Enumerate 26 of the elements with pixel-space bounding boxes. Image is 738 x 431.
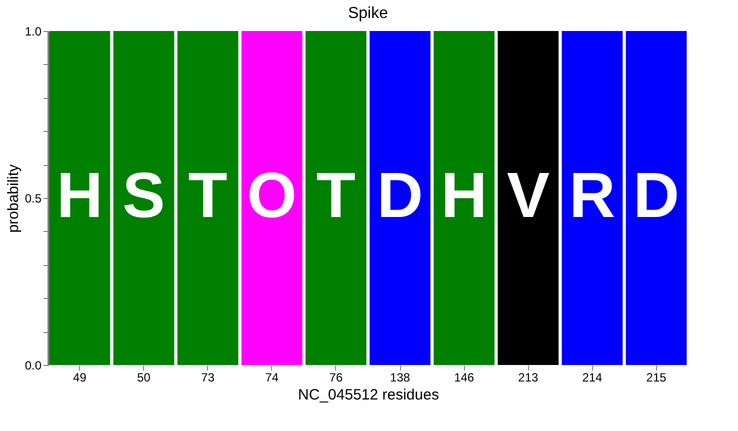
data-label: R bbox=[569, 159, 616, 231]
x-tick-label: 138 bbox=[390, 370, 410, 384]
x-tick-label: 214 bbox=[582, 370, 603, 384]
y-tick-label: 0.0 bbox=[24, 358, 42, 372]
y-tick-label: 1.0 bbox=[24, 24, 42, 38]
x-tick-label: 73 bbox=[201, 370, 215, 384]
data-label: D bbox=[633, 159, 680, 231]
y-tick-label: 0.5 bbox=[24, 192, 42, 206]
data-label: D bbox=[376, 159, 424, 231]
data-label: V bbox=[506, 159, 550, 231]
data-label: T bbox=[188, 159, 228, 231]
data-label: O bbox=[247, 159, 297, 231]
x-tick-label: 49 bbox=[73, 370, 87, 384]
x-tick-label: 50 bbox=[137, 370, 151, 384]
chart-title: Spike bbox=[348, 5, 388, 22]
x-tick-label: 213 bbox=[518, 370, 538, 384]
y-axis-title: probability bbox=[4, 164, 22, 233]
data-label: S bbox=[122, 159, 166, 231]
data-label: H bbox=[440, 159, 488, 231]
x-tick-label: 215 bbox=[646, 370, 667, 384]
x-tick-label: 146 bbox=[454, 370, 474, 384]
data-label: T bbox=[316, 159, 356, 231]
x-tick-label: 76 bbox=[329, 370, 343, 384]
x-tick-label: 74 bbox=[265, 370, 279, 384]
data-label: H bbox=[56, 159, 103, 231]
x-axis-title: NC_045512 residues bbox=[298, 386, 439, 404]
